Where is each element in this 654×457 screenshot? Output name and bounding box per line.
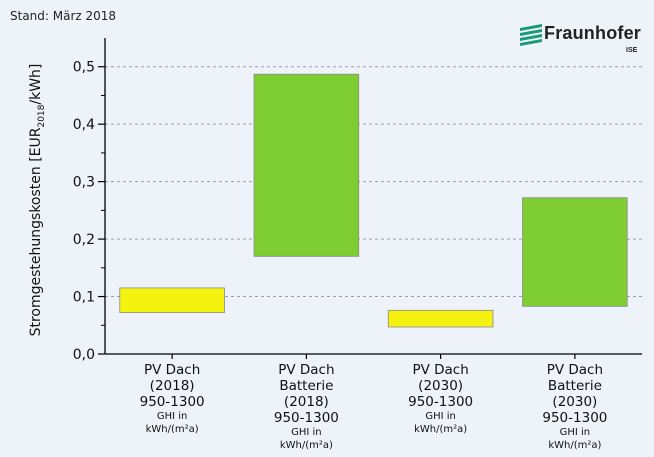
category-label: PV Dach (2030) 950-1300 GHI in kWh/(m²a) bbox=[386, 362, 496, 436]
fraunhofer-logo-sub: ISE bbox=[626, 47, 638, 54]
category-label-line: (2018) bbox=[149, 378, 195, 394]
axes bbox=[104, 38, 642, 359]
category-label-line: (2030) bbox=[418, 378, 464, 394]
y-axis-label-end: /kWh] bbox=[28, 64, 44, 105]
y-tick-label: 0,5 bbox=[73, 60, 95, 76]
category-label-line: Batterie bbox=[279, 378, 334, 394]
category-label-line: Batterie bbox=[547, 378, 602, 394]
category-label-line: PV Dach bbox=[278, 362, 335, 378]
range-bar bbox=[253, 73, 360, 257]
y-axis-label-main: Stromgestehungskosten [EUR bbox=[28, 127, 44, 336]
category-label-line: (2030) bbox=[552, 394, 598, 410]
category-label-line: 950-1300 bbox=[139, 394, 205, 410]
y-tick-label: 0,2 bbox=[73, 232, 95, 248]
y-axis-label-sub: 2018 bbox=[37, 104, 47, 127]
y-axis-label: Stromgestehungskosten [EUR2018/kWh] bbox=[28, 64, 47, 337]
category-label-line: PV Dach bbox=[412, 362, 469, 378]
category-label-small: kWh/(m²a) bbox=[548, 440, 602, 451]
category-label-line: 950-1300 bbox=[542, 410, 608, 426]
y-tick-label: 0,3 bbox=[73, 175, 95, 191]
y-tick-label: 0,1 bbox=[73, 290, 95, 306]
category-label-small: GHI in bbox=[425, 411, 456, 422]
category-label-small: GHI in bbox=[156, 411, 188, 422]
category-label-line: PV Dach bbox=[143, 362, 201, 378]
category-label-small: kWh/(m²a) bbox=[145, 424, 199, 435]
category-label: PV Dach Batterie (2018) 950-1300 GHI in kWh/(… bbox=[251, 362, 361, 452]
category-label-line: PV Dach bbox=[546, 362, 604, 378]
range-bar bbox=[522, 197, 628, 307]
category-label-line: 950-1300 bbox=[408, 394, 474, 410]
fraunhofer-logo-stripes bbox=[520, 24, 542, 46]
category-label-small: GHI in bbox=[291, 427, 322, 438]
fraunhofer-logo-icon bbox=[520, 24, 542, 46]
category-label: PV Dach Batterie (2030) 950-1300 GHI in kWh/(… bbox=[520, 362, 630, 452]
y-ticks: 0,0 0,1 0,2 0,3 0,4 0,5 bbox=[73, 60, 105, 363]
category-label-small: kWh/(m²a) bbox=[279, 440, 333, 451]
category-label-small: kWh/(m²a) bbox=[414, 424, 468, 435]
range-bars bbox=[119, 73, 628, 328]
stand-label: Stand: März 2018 bbox=[10, 9, 117, 23]
category-label-line: 950-1300 bbox=[273, 410, 339, 426]
category-label: PV Dach (2018) 950-1300 GHI in kWh/(m²a) bbox=[117, 362, 227, 436]
category-label-line: (2018) bbox=[283, 394, 329, 410]
y-tick-label: 0,0 bbox=[73, 347, 95, 363]
range-bar bbox=[387, 309, 494, 328]
y-tick-label: 0,4 bbox=[73, 117, 95, 133]
fraunhofer-logo-text: Fraunhofer bbox=[544, 23, 642, 43]
range-bar bbox=[119, 287, 225, 314]
category-label-small: GHI in bbox=[559, 427, 591, 438]
